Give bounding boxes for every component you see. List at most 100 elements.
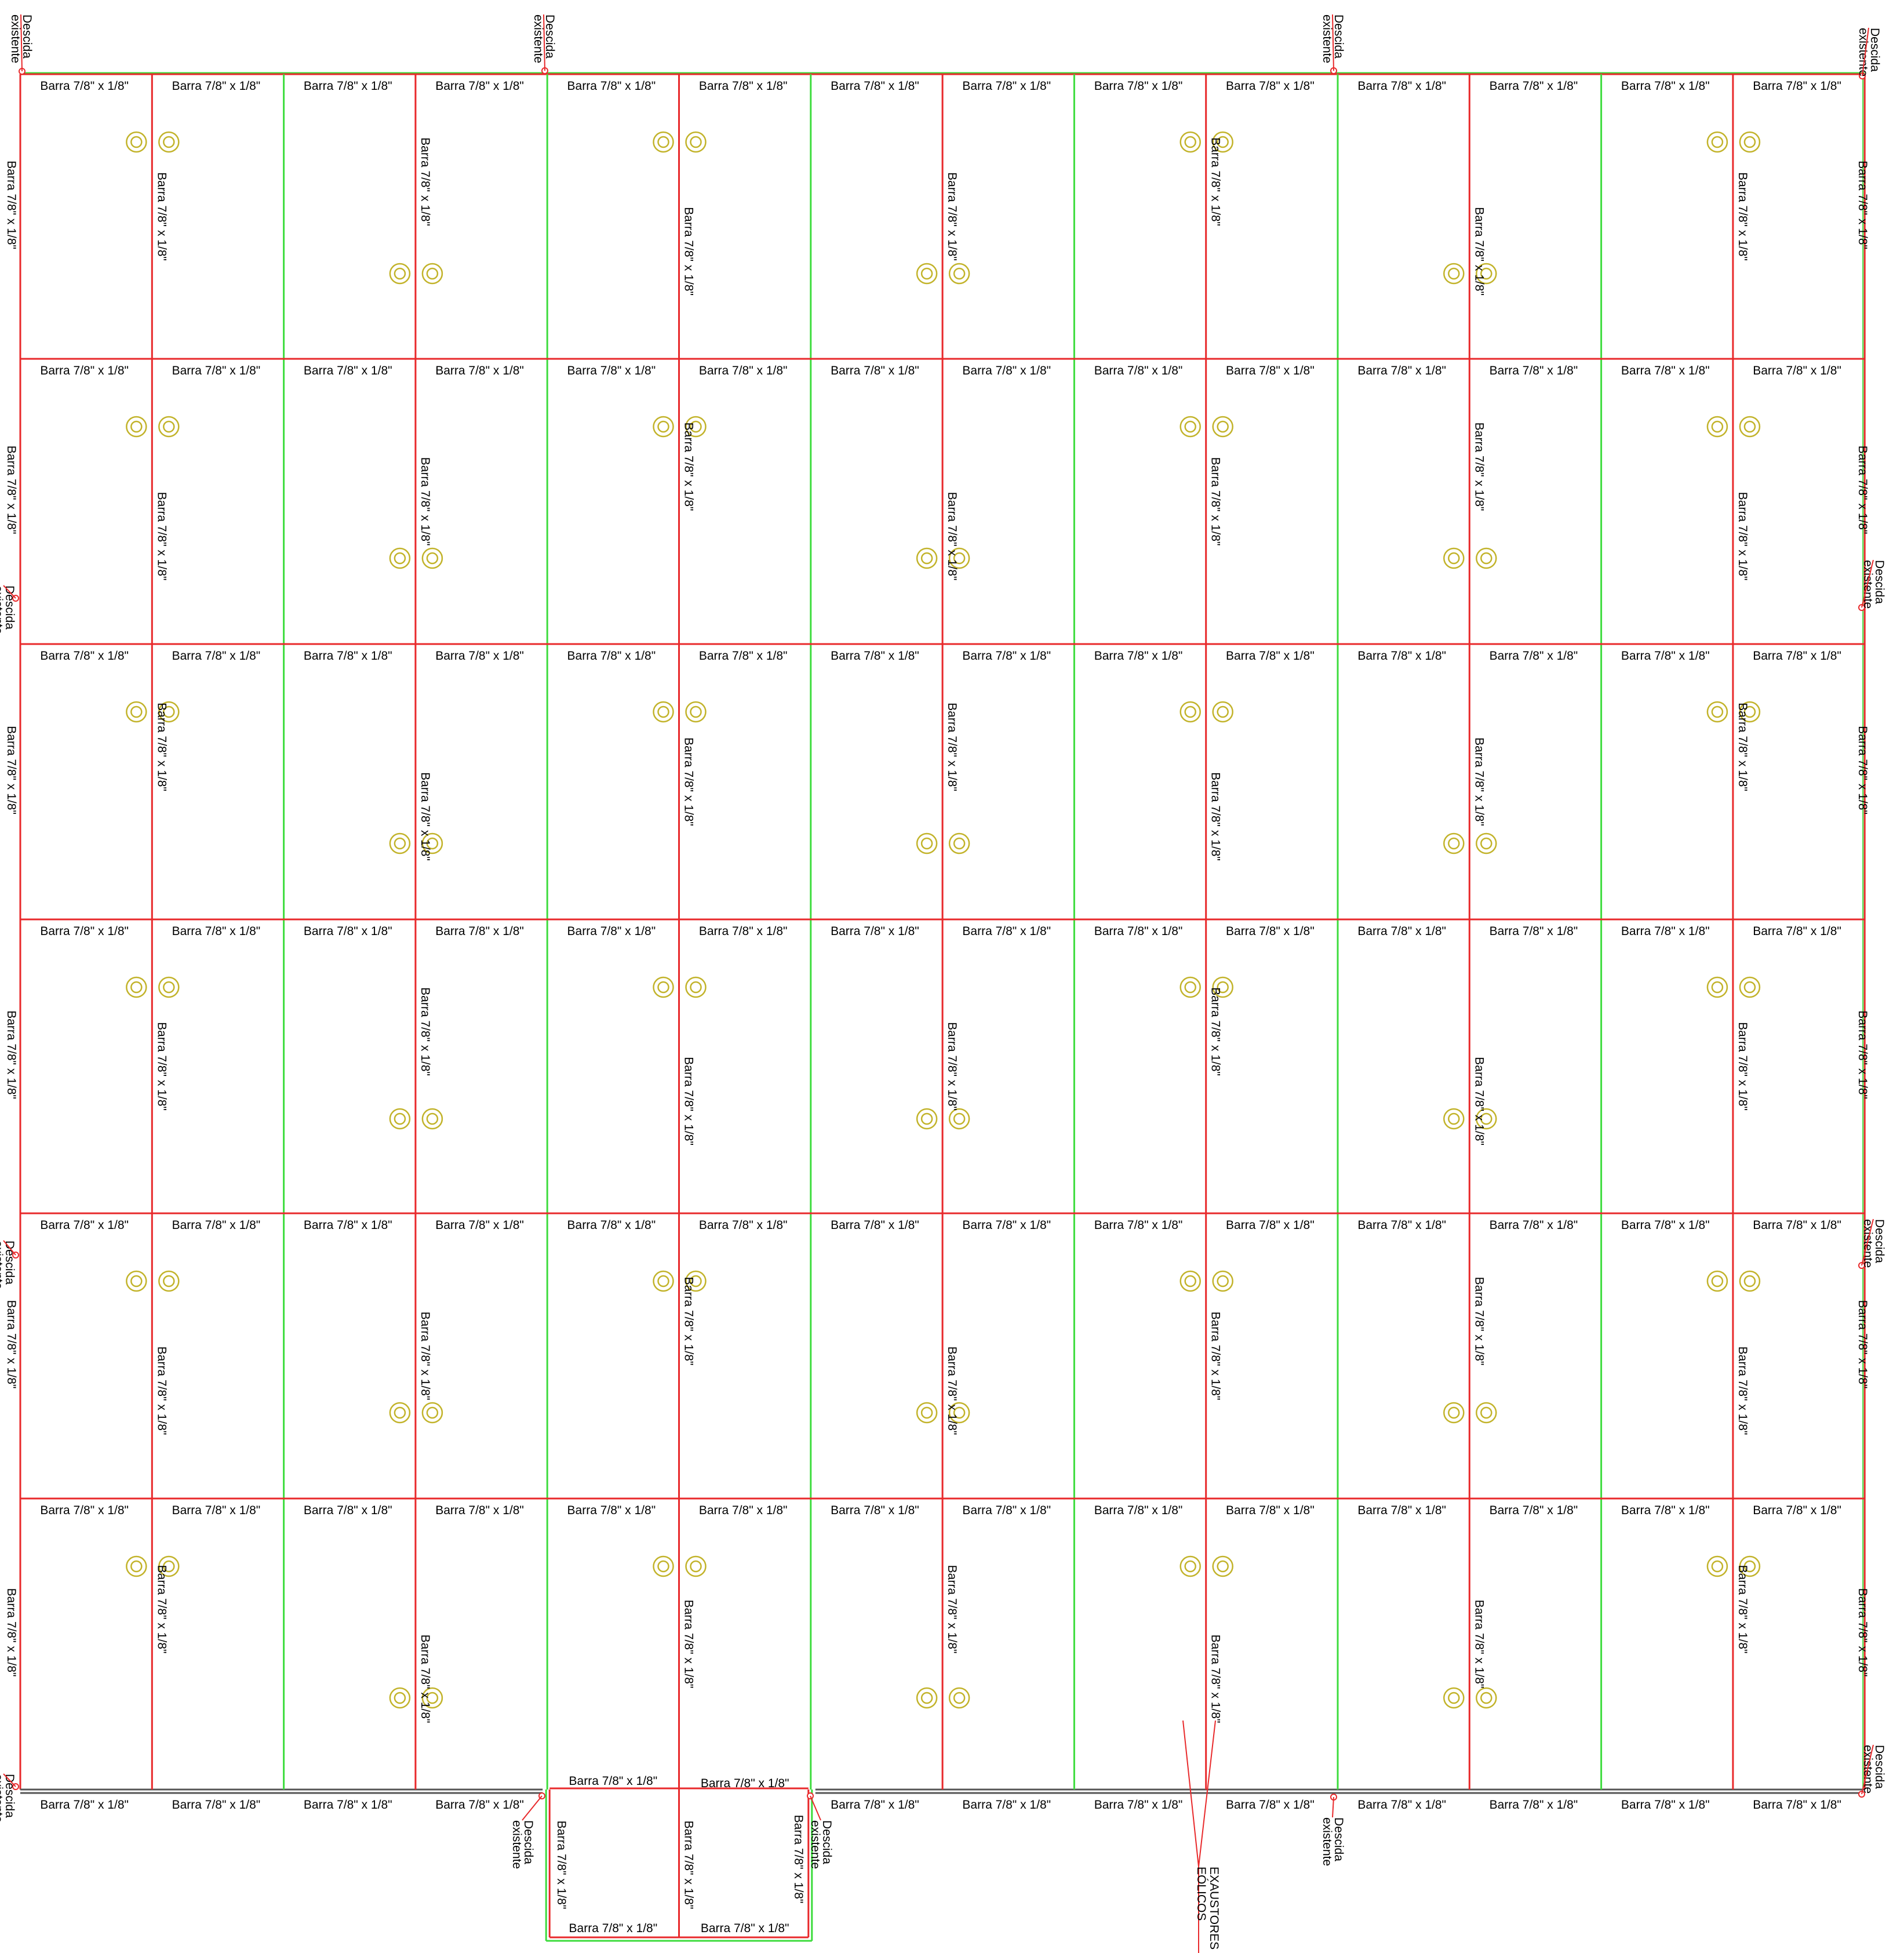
exhaust-fan-outer-ring bbox=[421, 547, 443, 569]
downconductor-leader bbox=[1862, 27, 1869, 77]
exhaust-label: EXAUSTORESEÓLICOS bbox=[1195, 1867, 1221, 1950]
bar-label: Barra 7/8" x 1/8" bbox=[1490, 649, 1578, 663]
bar-label: Barra 7/8" x 1/8" bbox=[567, 925, 656, 938]
exhaust-fan-inner-ring bbox=[1743, 1560, 1756, 1573]
exhaust-fan-inner-ring bbox=[394, 1406, 406, 1419]
bar-label: Barra 7/8" x 1/8" bbox=[1490, 1504, 1578, 1517]
exhaust-fan-icon bbox=[916, 547, 938, 569]
bar-label: Barra 7/8" x 1/8" bbox=[1753, 1798, 1841, 1812]
bar-label: Barra 7/8" x 1/8" bbox=[962, 925, 1051, 938]
bar-label: Barra 7/8" x 1/8" bbox=[962, 1219, 1051, 1232]
bar-label: Barra 7/8" x 1/8" bbox=[1357, 364, 1446, 377]
bar-label: Barra 7/8" x 1/8" bbox=[40, 79, 129, 93]
exhaust-fan-inner-ring bbox=[1184, 1560, 1196, 1573]
exhaust-fan-icon bbox=[685, 1270, 707, 1292]
bar-label: Barra 7/8" x 1/8" bbox=[5, 1300, 18, 1389]
exhaust-fan-inner-ring bbox=[657, 981, 669, 994]
bar-label: Barra 7/8" x 1/8" bbox=[831, 1219, 919, 1232]
exhaust-fan-inner-ring bbox=[1711, 136, 1724, 148]
exhaust-fan-icon bbox=[158, 131, 180, 153]
exhaust-fan-inner-ring bbox=[394, 552, 406, 565]
exhaust-fan-icon bbox=[1706, 1555, 1728, 1577]
exhaust-fan-inner-ring bbox=[163, 1275, 175, 1288]
exhaust-fan-inner-ring bbox=[953, 1112, 966, 1125]
exhaust-fan-inner-ring bbox=[1448, 1406, 1460, 1419]
exhaust-fan-inner-ring bbox=[920, 552, 933, 565]
bar-label: Barra 7/8" x 1/8" bbox=[155, 1565, 168, 1654]
exhaust-fan-outer-ring bbox=[126, 416, 147, 438]
bar-label: Barra 7/8" x 1/8" bbox=[418, 987, 432, 1076]
bar-label: Barra 7/8" x 1/8" bbox=[1753, 1504, 1841, 1517]
bar-label: Barra 7/8" x 1/8" bbox=[1094, 649, 1183, 663]
downconductor-leader bbox=[543, 14, 545, 71]
downconductor-leader bbox=[1861, 1744, 1874, 1795]
exhaust-fan-icon bbox=[653, 1270, 674, 1292]
bar-label: Barra 7/8" x 1/8" bbox=[945, 172, 959, 261]
bar-label: Barra 7/8" x 1/8" bbox=[682, 1821, 696, 1910]
exhaust-fan-icon bbox=[653, 131, 674, 153]
downconductor-marker: Descidaexistente bbox=[1858, 559, 1886, 611]
exhaust-fan-icon bbox=[158, 1270, 180, 1292]
exhaust-fan-icon bbox=[1212, 1555, 1233, 1577]
exhaust-fan-outer-ring bbox=[389, 547, 411, 569]
bar-label: Barra 7/8" x 1/8" bbox=[1621, 1504, 1710, 1517]
exhaust-fan-icon bbox=[1476, 1402, 1497, 1424]
exhaust-fan-inner-ring bbox=[1184, 420, 1196, 433]
bar-label: Barra 7/8" x 1/8" bbox=[945, 1565, 959, 1654]
downconductor-marker: Descidaexistente bbox=[510, 1792, 545, 1869]
downconductor-marker: Descidaexistente bbox=[807, 1792, 833, 1869]
exhaust-fan-inner-ring bbox=[657, 705, 669, 718]
exhaust-fan-inner-ring bbox=[1184, 981, 1196, 994]
exhaust-fan-icon bbox=[1706, 1270, 1728, 1292]
exhaust-fan-inner-ring bbox=[426, 267, 439, 280]
exhaust-fan-icon bbox=[389, 832, 411, 854]
exhaust-fan-outer-ring bbox=[1706, 131, 1728, 153]
exhaust-fan-inner-ring bbox=[1480, 1692, 1492, 1704]
exhaust-fan-icon bbox=[421, 1687, 443, 1709]
exhaust-fan-inner-ring bbox=[1448, 1112, 1460, 1125]
exhaust-fan-outer-ring bbox=[158, 131, 180, 153]
bar-label: Barra 7/8" x 1/8" bbox=[831, 1798, 919, 1812]
exhaust-fan-inner-ring bbox=[1448, 837, 1460, 850]
exhaust-fan-icon bbox=[1476, 1108, 1497, 1130]
bar-label: Barra 7/8" x 1/8" bbox=[1094, 79, 1183, 93]
exhaust-fan-outer-ring bbox=[1443, 1108, 1465, 1130]
bar-label: Barra 7/8" x 1/8" bbox=[962, 1504, 1051, 1517]
downconductor-marker: Descidaexistente bbox=[1858, 1219, 1886, 1269]
exhaust-fan-inner-ring bbox=[657, 1275, 669, 1288]
bar-label: Barra 7/8" x 1/8" bbox=[5, 446, 18, 534]
downconductor-label: Descidaexistente bbox=[9, 14, 34, 63]
downconductor-label: Descidaexistente bbox=[531, 14, 556, 63]
downconductor-label-line: existente bbox=[9, 14, 22, 63]
bar-label: Barra 7/8" x 1/8" bbox=[418, 1635, 432, 1723]
bar-label: Barra 7/8" x 1/8" bbox=[5, 161, 18, 249]
bar-label: Barra 7/8" x 1/8" bbox=[172, 649, 261, 663]
exhaust-fan-icon bbox=[1179, 131, 1201, 153]
bar-label: Barra 7/8" x 1/8" bbox=[1621, 1798, 1710, 1812]
exhaust-fan-icon bbox=[389, 263, 411, 285]
exhaust-fan-inner-ring bbox=[426, 1692, 439, 1704]
exhaust-fan-icon bbox=[421, 1108, 443, 1130]
exhaust-fan-icon bbox=[1476, 263, 1497, 285]
exhaust-fan-inner-ring bbox=[657, 420, 669, 433]
exhaust-fan-inner-ring bbox=[1184, 1275, 1196, 1288]
exhaust-fan-inner-ring bbox=[130, 1560, 143, 1573]
bar-label: Barra 7/8" x 1/8" bbox=[304, 79, 392, 93]
exhaust-fan-outer-ring bbox=[685, 701, 707, 723]
exhaust-fan-icon bbox=[1443, 1108, 1465, 1130]
exhaust-fan-outer-ring bbox=[1179, 131, 1201, 153]
downconductor-label: Descidaexistente bbox=[510, 1820, 535, 1869]
bar-label: Barra 7/8" x 1/8" bbox=[567, 649, 656, 663]
exhaust-fan-outer-ring bbox=[158, 976, 180, 998]
exhaust-fan-outer-ring bbox=[948, 1402, 970, 1424]
exhaust-fan-inner-ring bbox=[1448, 267, 1460, 280]
exhaust-fan-icon bbox=[916, 1108, 938, 1130]
exhaust-fan-outer-ring bbox=[1443, 1402, 1465, 1424]
exhaust-fan-icon bbox=[1443, 547, 1465, 569]
bar-label: Barra 7/8" x 1/8" bbox=[1736, 703, 1749, 791]
bar-label: Barra 7/8" x 1/8" bbox=[682, 423, 696, 511]
exhaust-fan-outer-ring bbox=[1179, 1555, 1201, 1577]
bar-label: Barra 7/8" x 1/8" bbox=[172, 364, 261, 377]
bar-label: Barra 7/8" x 1/8" bbox=[682, 1600, 696, 1689]
exhaust-fan-inner-ring bbox=[163, 136, 175, 148]
